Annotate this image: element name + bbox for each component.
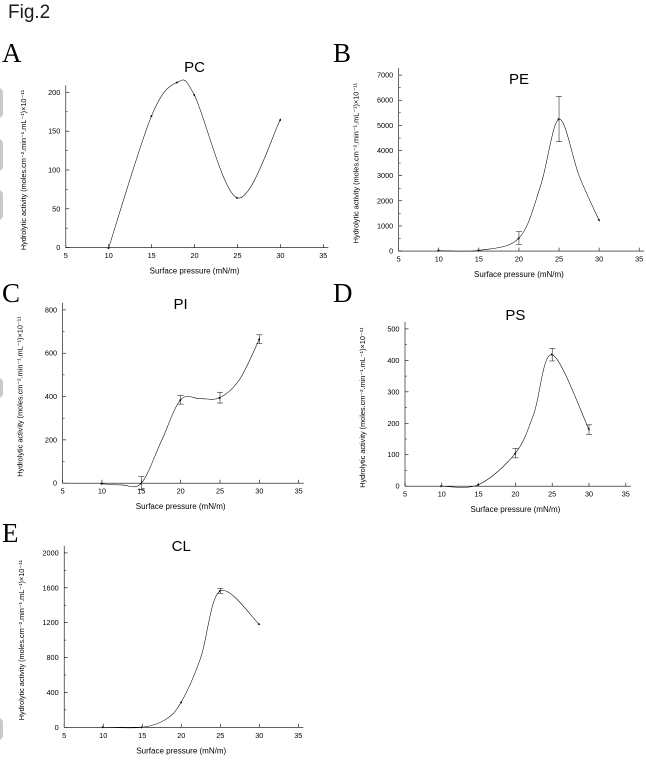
svg-text:PS: PS — [505, 307, 525, 324]
svg-text:35: 35 — [294, 731, 302, 740]
svg-text:25: 25 — [233, 251, 241, 260]
svg-text:800: 800 — [47, 653, 59, 662]
svg-text:10: 10 — [435, 255, 443, 264]
svg-text:5: 5 — [64, 251, 68, 260]
svg-text:Hydrolytic activity (moles.cm⁻: Hydrolytic activity (moles.cm⁻².min⁻¹.mL… — [17, 559, 26, 720]
svg-text:5: 5 — [61, 487, 65, 496]
svg-text:10: 10 — [105, 251, 113, 260]
svg-text:2000: 2000 — [377, 196, 393, 205]
svg-text:1600: 1600 — [42, 583, 58, 592]
svg-text:15: 15 — [475, 255, 483, 264]
svg-text:Surface pressure (mN/m): Surface pressure (mN/m) — [136, 502, 226, 511]
svg-text:35: 35 — [319, 251, 327, 260]
svg-text:10: 10 — [98, 487, 106, 496]
svg-text:25: 25 — [216, 487, 224, 496]
svg-text:200: 200 — [48, 88, 60, 97]
svg-text:400: 400 — [387, 356, 399, 365]
svg-text:0: 0 — [389, 247, 393, 256]
svg-text:5: 5 — [397, 255, 401, 264]
svg-text:100: 100 — [387, 450, 399, 459]
svg-text:150: 150 — [48, 127, 60, 136]
svg-text:0: 0 — [53, 479, 57, 488]
svg-text:50: 50 — [52, 204, 60, 213]
svg-text:Hydrolytic activity (moles.cm⁻: Hydrolytic activity (moles.cm⁻².min⁻¹.mL… — [19, 89, 28, 250]
svg-text:6000: 6000 — [377, 96, 393, 105]
svg-text:10: 10 — [438, 490, 446, 499]
svg-text:20: 20 — [511, 490, 519, 499]
svg-text:20: 20 — [190, 251, 198, 260]
svg-text:15: 15 — [138, 731, 146, 740]
svg-text:20: 20 — [177, 487, 185, 496]
svg-text:20: 20 — [177, 731, 185, 740]
svg-text:200: 200 — [45, 435, 57, 444]
svg-text:PI: PI — [174, 296, 188, 313]
svg-text:400: 400 — [45, 392, 57, 401]
svg-text:500: 500 — [387, 324, 399, 333]
svg-text:Surface pressure (mN/m): Surface pressure (mN/m) — [136, 746, 226, 755]
svg-text:4000: 4000 — [377, 146, 393, 155]
svg-text:0: 0 — [56, 243, 60, 252]
svg-text:Hydrolytic activity (moles.cm⁻: Hydrolytic activity (moles.cm⁻².min⁻¹.mL… — [358, 327, 367, 488]
svg-text:3000: 3000 — [377, 171, 393, 180]
svg-text:30: 30 — [255, 487, 263, 496]
svg-text:35: 35 — [635, 255, 643, 264]
svg-text:300: 300 — [387, 387, 399, 396]
svg-text:30: 30 — [585, 490, 593, 499]
svg-text:20: 20 — [515, 255, 523, 264]
svg-text:30: 30 — [595, 255, 603, 264]
svg-text:600: 600 — [45, 349, 57, 358]
svg-text:Hydrolytic activity (moles.cm⁻: Hydrolytic activity (moles.cm⁻².min⁻¹.mL… — [16, 316, 25, 477]
svg-text:5000: 5000 — [377, 121, 393, 130]
svg-text:0: 0 — [395, 482, 399, 491]
svg-text:2000: 2000 — [42, 548, 58, 557]
svg-text:25: 25 — [548, 490, 556, 499]
svg-text:7000: 7000 — [377, 71, 393, 80]
svg-text:10: 10 — [99, 731, 107, 740]
svg-text:100: 100 — [48, 166, 60, 175]
svg-text:PC: PC — [184, 59, 205, 76]
svg-text:1000: 1000 — [377, 221, 393, 230]
svg-text:25: 25 — [216, 731, 224, 740]
svg-text:0: 0 — [55, 723, 59, 732]
svg-text:Surface pressure (mN/m): Surface pressure (mN/m) — [471, 505, 561, 514]
svg-text:30: 30 — [276, 251, 284, 260]
svg-text:35: 35 — [622, 490, 630, 499]
svg-text:1200: 1200 — [42, 618, 58, 627]
svg-text:CL: CL — [172, 538, 191, 555]
svg-text:35: 35 — [295, 487, 303, 496]
svg-text:200: 200 — [387, 419, 399, 428]
svg-text:15: 15 — [475, 490, 483, 499]
svg-text:5: 5 — [62, 731, 66, 740]
svg-text:800: 800 — [45, 305, 57, 314]
svg-text:5: 5 — [403, 490, 407, 499]
svg-text:400: 400 — [47, 688, 59, 697]
svg-text:Surface pressure (mN/m): Surface pressure (mN/m) — [150, 267, 240, 276]
svg-text:25: 25 — [555, 255, 563, 264]
svg-text:15: 15 — [148, 251, 156, 260]
svg-text:Surface pressure (mN/m): Surface pressure (mN/m) — [474, 270, 564, 279]
svg-text:Hydrolytic activity (moles.cm⁻: Hydrolytic activity (moles.cm⁻².min⁻¹.mL… — [352, 82, 361, 243]
svg-text:30: 30 — [255, 731, 263, 740]
svg-text:PE: PE — [509, 71, 529, 88]
